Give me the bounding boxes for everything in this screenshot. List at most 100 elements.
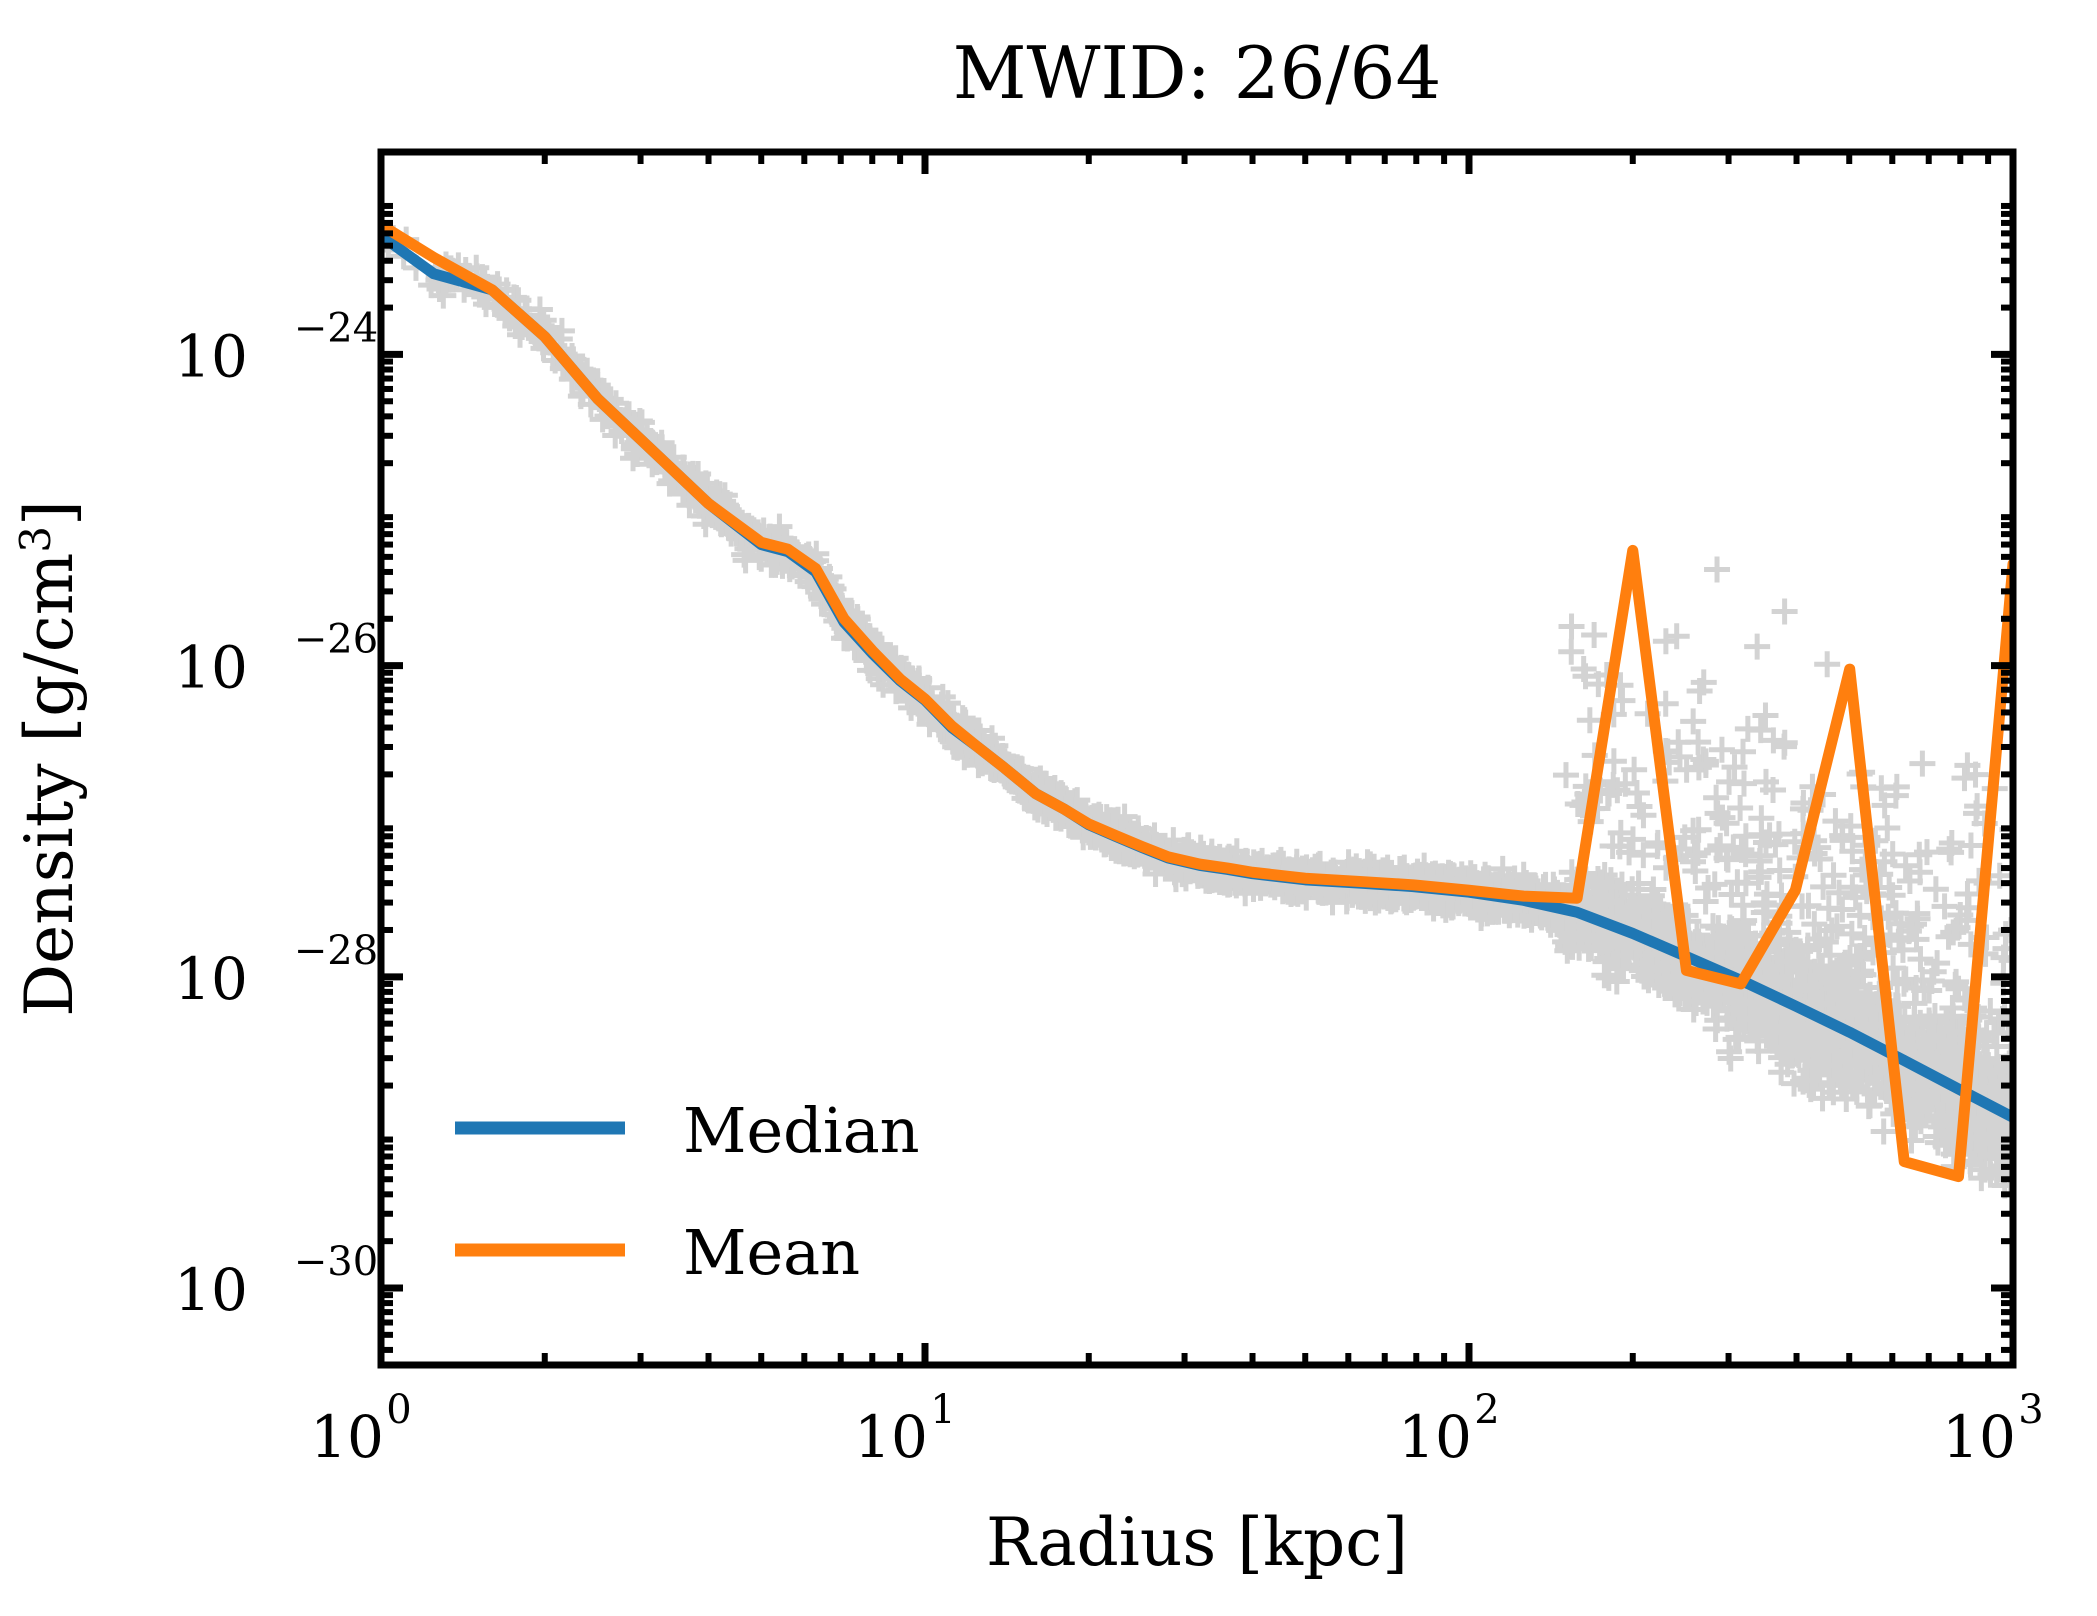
scatter-marker [1581,622,1608,649]
scatter-marker [1920,1023,1947,1050]
scatter-marker [1652,628,1679,655]
scatter-marker [1722,1026,1749,1053]
scatter-marker [1685,729,1712,756]
scatter-marker [1936,836,1963,863]
scatter-marker [1957,832,1984,859]
y-tick-label: 10 −24 [174,305,378,390]
svg-text:10: 10 [310,1403,384,1471]
scatter-marker [1940,919,1967,946]
scatter-marker [1718,881,1745,908]
scatter-marker [1630,842,1657,869]
scatter-marker [1732,823,1759,850]
axes-layer [377,148,2017,1369]
scatter-marker [1576,707,1603,734]
scatter-marker [1992,935,2013,962]
scatter-marker [1713,845,1740,872]
svg-text:−26: −26 [294,617,378,663]
scatter-marker [692,470,719,497]
svg-text:−24: −24 [294,305,378,351]
scatter-marker [1713,810,1740,837]
scatter-marker [1690,988,1717,1015]
scatter-marker [1554,937,1581,964]
scatter-marker [1736,1005,1763,1032]
scatter-marker [1631,963,1658,990]
scatter-marker [1774,948,1801,975]
scatter-marker [1760,777,1787,804]
scatter-marker [1721,754,1748,781]
scatter-marker [1809,991,1836,1018]
scatter-marker [1986,862,2013,889]
svg-text:2: 2 [1474,1387,1499,1433]
legend-item[interactable]: Median [455,1094,920,1167]
scatter-marker [1871,792,1898,819]
svg-text:10: 10 [174,1256,248,1324]
scatter-marker [1621,756,1648,783]
scatter-marker [1797,973,1824,1000]
svg-text:10: 10 [174,634,248,702]
scatter-marker [1594,945,1621,972]
scatter-marker [1907,859,1933,886]
y-tick-label: 10 −30 [174,1239,378,1324]
scatter-marker [1902,1112,1929,1139]
scatter-marker [1954,880,1981,907]
svg-text:10: 10 [174,322,248,390]
scatter-marker [1846,902,1873,929]
scatter-marker [1911,1040,1938,1067]
scatter-marker [1619,826,1646,853]
scatter-marker [1879,841,1906,868]
scatter-marker [1809,1033,1836,1060]
page-title: MWID: 26/64 [953,31,1442,115]
scatter-marker [1619,876,1646,903]
scatter-marker [1874,814,1901,841]
scatter-marker [1702,1016,1729,1042]
scatter-marker [1671,824,1698,851]
scatter-marker [1913,839,1940,866]
scatter-marker [1909,750,1936,777]
scatter-marker [1816,964,1842,991]
scatter-marker [1599,832,1626,859]
scatter-marker [1951,765,1978,792]
legend-label: Median [683,1094,920,1167]
scatter-marker [1823,913,1850,940]
x-tick-label: 10 3 [1942,1387,2044,1471]
scatter-marker [1983,1033,2010,1060]
scatter-marker [1892,852,1919,879]
scatter-marker [1843,943,1870,970]
legend-item[interactable]: Mean [455,1216,860,1289]
scatter-marker [1695,874,1722,901]
svg-text:3: 3 [2018,1387,2043,1433]
scatter-marker [1681,842,1708,869]
scatter-marker [1771,733,1798,760]
scatter-marker [1630,802,1657,829]
scatter-marker [1838,920,1865,947]
scatter-marker [1907,946,1934,973]
scatter-marker [1782,977,1809,1004]
scatter-marker [1552,762,1579,789]
y-axis-title: Density [g/cm3] [11,500,88,1017]
y-tick-label: 10 −28 [174,928,378,1013]
scatter-marker [1708,736,1735,763]
scatter-marker [1826,879,1853,906]
svg-text:0: 0 [386,1387,411,1433]
scatter-marker [1926,1027,1953,1054]
scatter-marker [1855,1093,1882,1120]
svg-text:10: 10 [1942,1403,2016,1471]
svg-text:Density [g/cm3]: Density [g/cm3] [11,500,88,1017]
scatter-marker [1566,934,1593,961]
svg-text:10: 10 [854,1403,928,1471]
scatter-marker [1840,987,1867,1014]
svg-text:−28: −28 [294,928,378,974]
scatter-marker [1888,910,1915,937]
scatter-marker [1570,655,1597,682]
svg-text:−30: −30 [294,1239,378,1285]
y-tick-label: 10 −26 [174,617,378,702]
scatter-marker [1916,977,1943,1004]
scatter-marker [1709,804,1736,831]
axes-frame [377,148,2017,1369]
x-tick-label: 10 0 [310,1387,412,1471]
scatter-marker [1772,1014,1799,1041]
scatter-marker [1666,743,1693,770]
scatter-marker [1812,928,1839,955]
